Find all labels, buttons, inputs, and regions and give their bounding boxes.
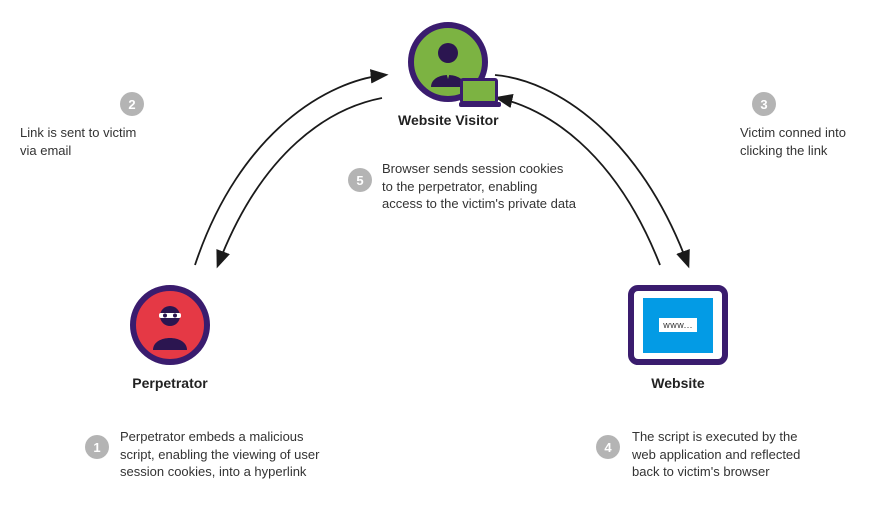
step-badge-1: 1 (85, 435, 109, 459)
node-website: www... Website (628, 285, 728, 391)
perpetrator-avatar-circle (130, 285, 210, 365)
website-label: Website (651, 375, 704, 391)
node-perpetrator: Perpetrator (130, 285, 210, 391)
perpetrator-label: Perpetrator (132, 375, 207, 391)
step-badge-5: 5 (348, 168, 372, 192)
laptop-icon (460, 78, 498, 104)
tablet-screen: www... (643, 298, 713, 353)
step-badge-4: 4 (596, 435, 620, 459)
step-text-4: The script is executed by the web applic… (632, 428, 812, 481)
masked-person-icon (145, 300, 195, 350)
node-website-visitor: Website Visitor (398, 22, 499, 128)
tablet-icon: www... (628, 285, 728, 365)
step-text-3: Victim conned into clicking the link (740, 124, 870, 159)
url-bar: www... (659, 318, 697, 332)
visitor-label: Website Visitor (398, 112, 499, 128)
step-badge-2: 2 (120, 92, 144, 116)
step-text-1: Perpetrator embeds a malicious script, e… (120, 428, 320, 481)
step-text-5: Browser sends session cookies to the per… (382, 160, 577, 213)
step-text-2: Link is sent to victim via email (20, 124, 150, 159)
step-badge-3: 3 (752, 92, 776, 116)
visitor-avatar-circle (408, 22, 488, 102)
